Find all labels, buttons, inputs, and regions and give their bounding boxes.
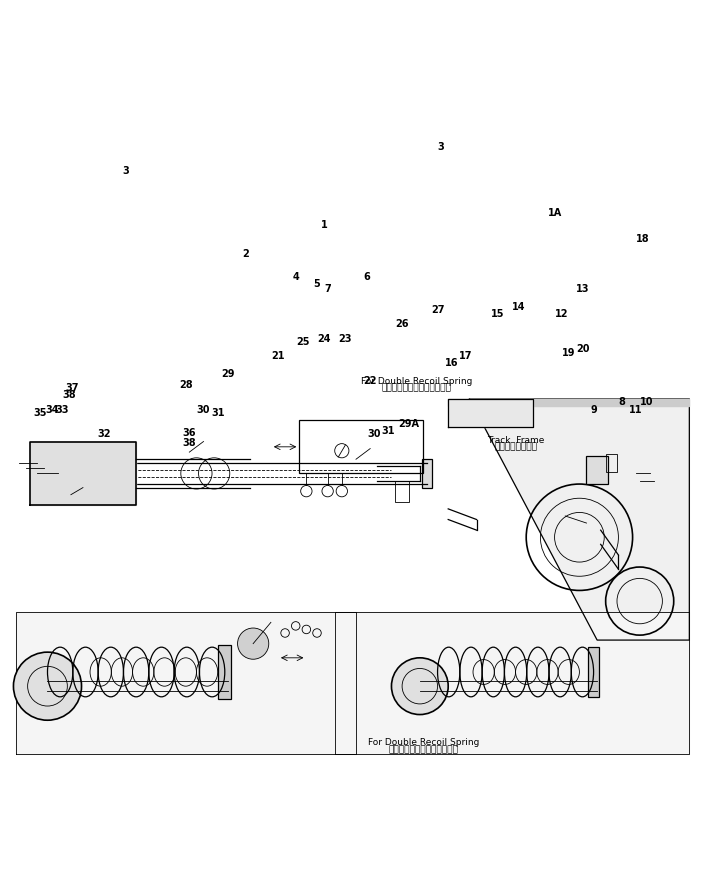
- Polygon shape: [335, 612, 689, 753]
- Text: 30: 30: [367, 429, 380, 440]
- Text: 31: 31: [381, 426, 394, 436]
- Text: 28: 28: [179, 380, 193, 389]
- Bar: [299, 420, 424, 473]
- Polygon shape: [469, 399, 689, 640]
- Text: 9: 9: [590, 404, 597, 415]
- Text: 31: 31: [211, 408, 224, 419]
- Polygon shape: [30, 442, 136, 505]
- Text: 35: 35: [33, 408, 47, 419]
- Bar: [588, 647, 599, 697]
- Text: 20: 20: [576, 344, 590, 354]
- Circle shape: [70, 461, 95, 487]
- Text: 12: 12: [555, 309, 568, 319]
- Text: For Double Recoil Spring: For Double Recoil Spring: [360, 377, 472, 386]
- Bar: [587, 456, 608, 484]
- Text: 29: 29: [221, 369, 235, 379]
- Polygon shape: [448, 399, 689, 406]
- Text: 1A: 1A: [548, 208, 562, 218]
- Text: 19: 19: [562, 348, 575, 358]
- Text: 6: 6: [363, 272, 370, 282]
- Text: 22: 22: [363, 376, 377, 386]
- Text: ダブルリコイルスプリング用: ダブルリコイルスプリング用: [382, 384, 451, 393]
- Circle shape: [14, 653, 82, 721]
- Text: 14: 14: [513, 302, 526, 312]
- Text: For Double Recoil Spring: For Double Recoil Spring: [367, 738, 479, 747]
- Text: 34: 34: [46, 404, 59, 415]
- Text: 26: 26: [395, 320, 409, 329]
- Polygon shape: [16, 612, 356, 753]
- Text: 18: 18: [637, 234, 650, 245]
- Text: 32: 32: [98, 429, 111, 440]
- Text: 27: 27: [431, 306, 444, 315]
- Text: 25: 25: [296, 337, 310, 347]
- Text: 30: 30: [197, 404, 210, 415]
- Text: 33: 33: [55, 404, 68, 415]
- Bar: [606, 454, 617, 472]
- Text: 37: 37: [66, 383, 79, 393]
- Circle shape: [238, 628, 268, 660]
- Text: 8: 8: [619, 397, 625, 407]
- Text: トラックフレーム: トラックフレーム: [494, 442, 537, 452]
- Bar: [422, 459, 432, 487]
- Bar: [395, 480, 409, 502]
- Text: 38: 38: [62, 390, 75, 400]
- Text: Track  Frame: Track Frame: [487, 435, 544, 444]
- Bar: [219, 645, 231, 698]
- Text: 3: 3: [438, 142, 444, 152]
- Text: 38: 38: [182, 438, 196, 448]
- Text: 3: 3: [122, 166, 129, 176]
- Polygon shape: [448, 399, 533, 427]
- Text: 1: 1: [320, 220, 328, 230]
- Text: 15: 15: [491, 309, 505, 319]
- Text: 7: 7: [324, 284, 331, 294]
- Text: 2: 2: [243, 248, 249, 259]
- Circle shape: [63, 454, 103, 494]
- Text: 4: 4: [293, 272, 299, 282]
- Text: 10: 10: [640, 397, 654, 407]
- Text: 36: 36: [182, 428, 196, 438]
- Text: 24: 24: [318, 334, 331, 343]
- Text: 5: 5: [313, 279, 320, 289]
- Text: 29A: 29A: [399, 419, 419, 429]
- Text: 21: 21: [271, 351, 285, 361]
- Circle shape: [392, 658, 448, 714]
- Text: 16: 16: [445, 358, 459, 368]
- Text: 13: 13: [576, 284, 590, 294]
- Text: ダブルリコイルスプリング用: ダブルリコイルスプリング用: [389, 745, 459, 754]
- Text: 17: 17: [459, 351, 473, 361]
- Text: 23: 23: [339, 334, 352, 343]
- Text: 11: 11: [629, 404, 643, 415]
